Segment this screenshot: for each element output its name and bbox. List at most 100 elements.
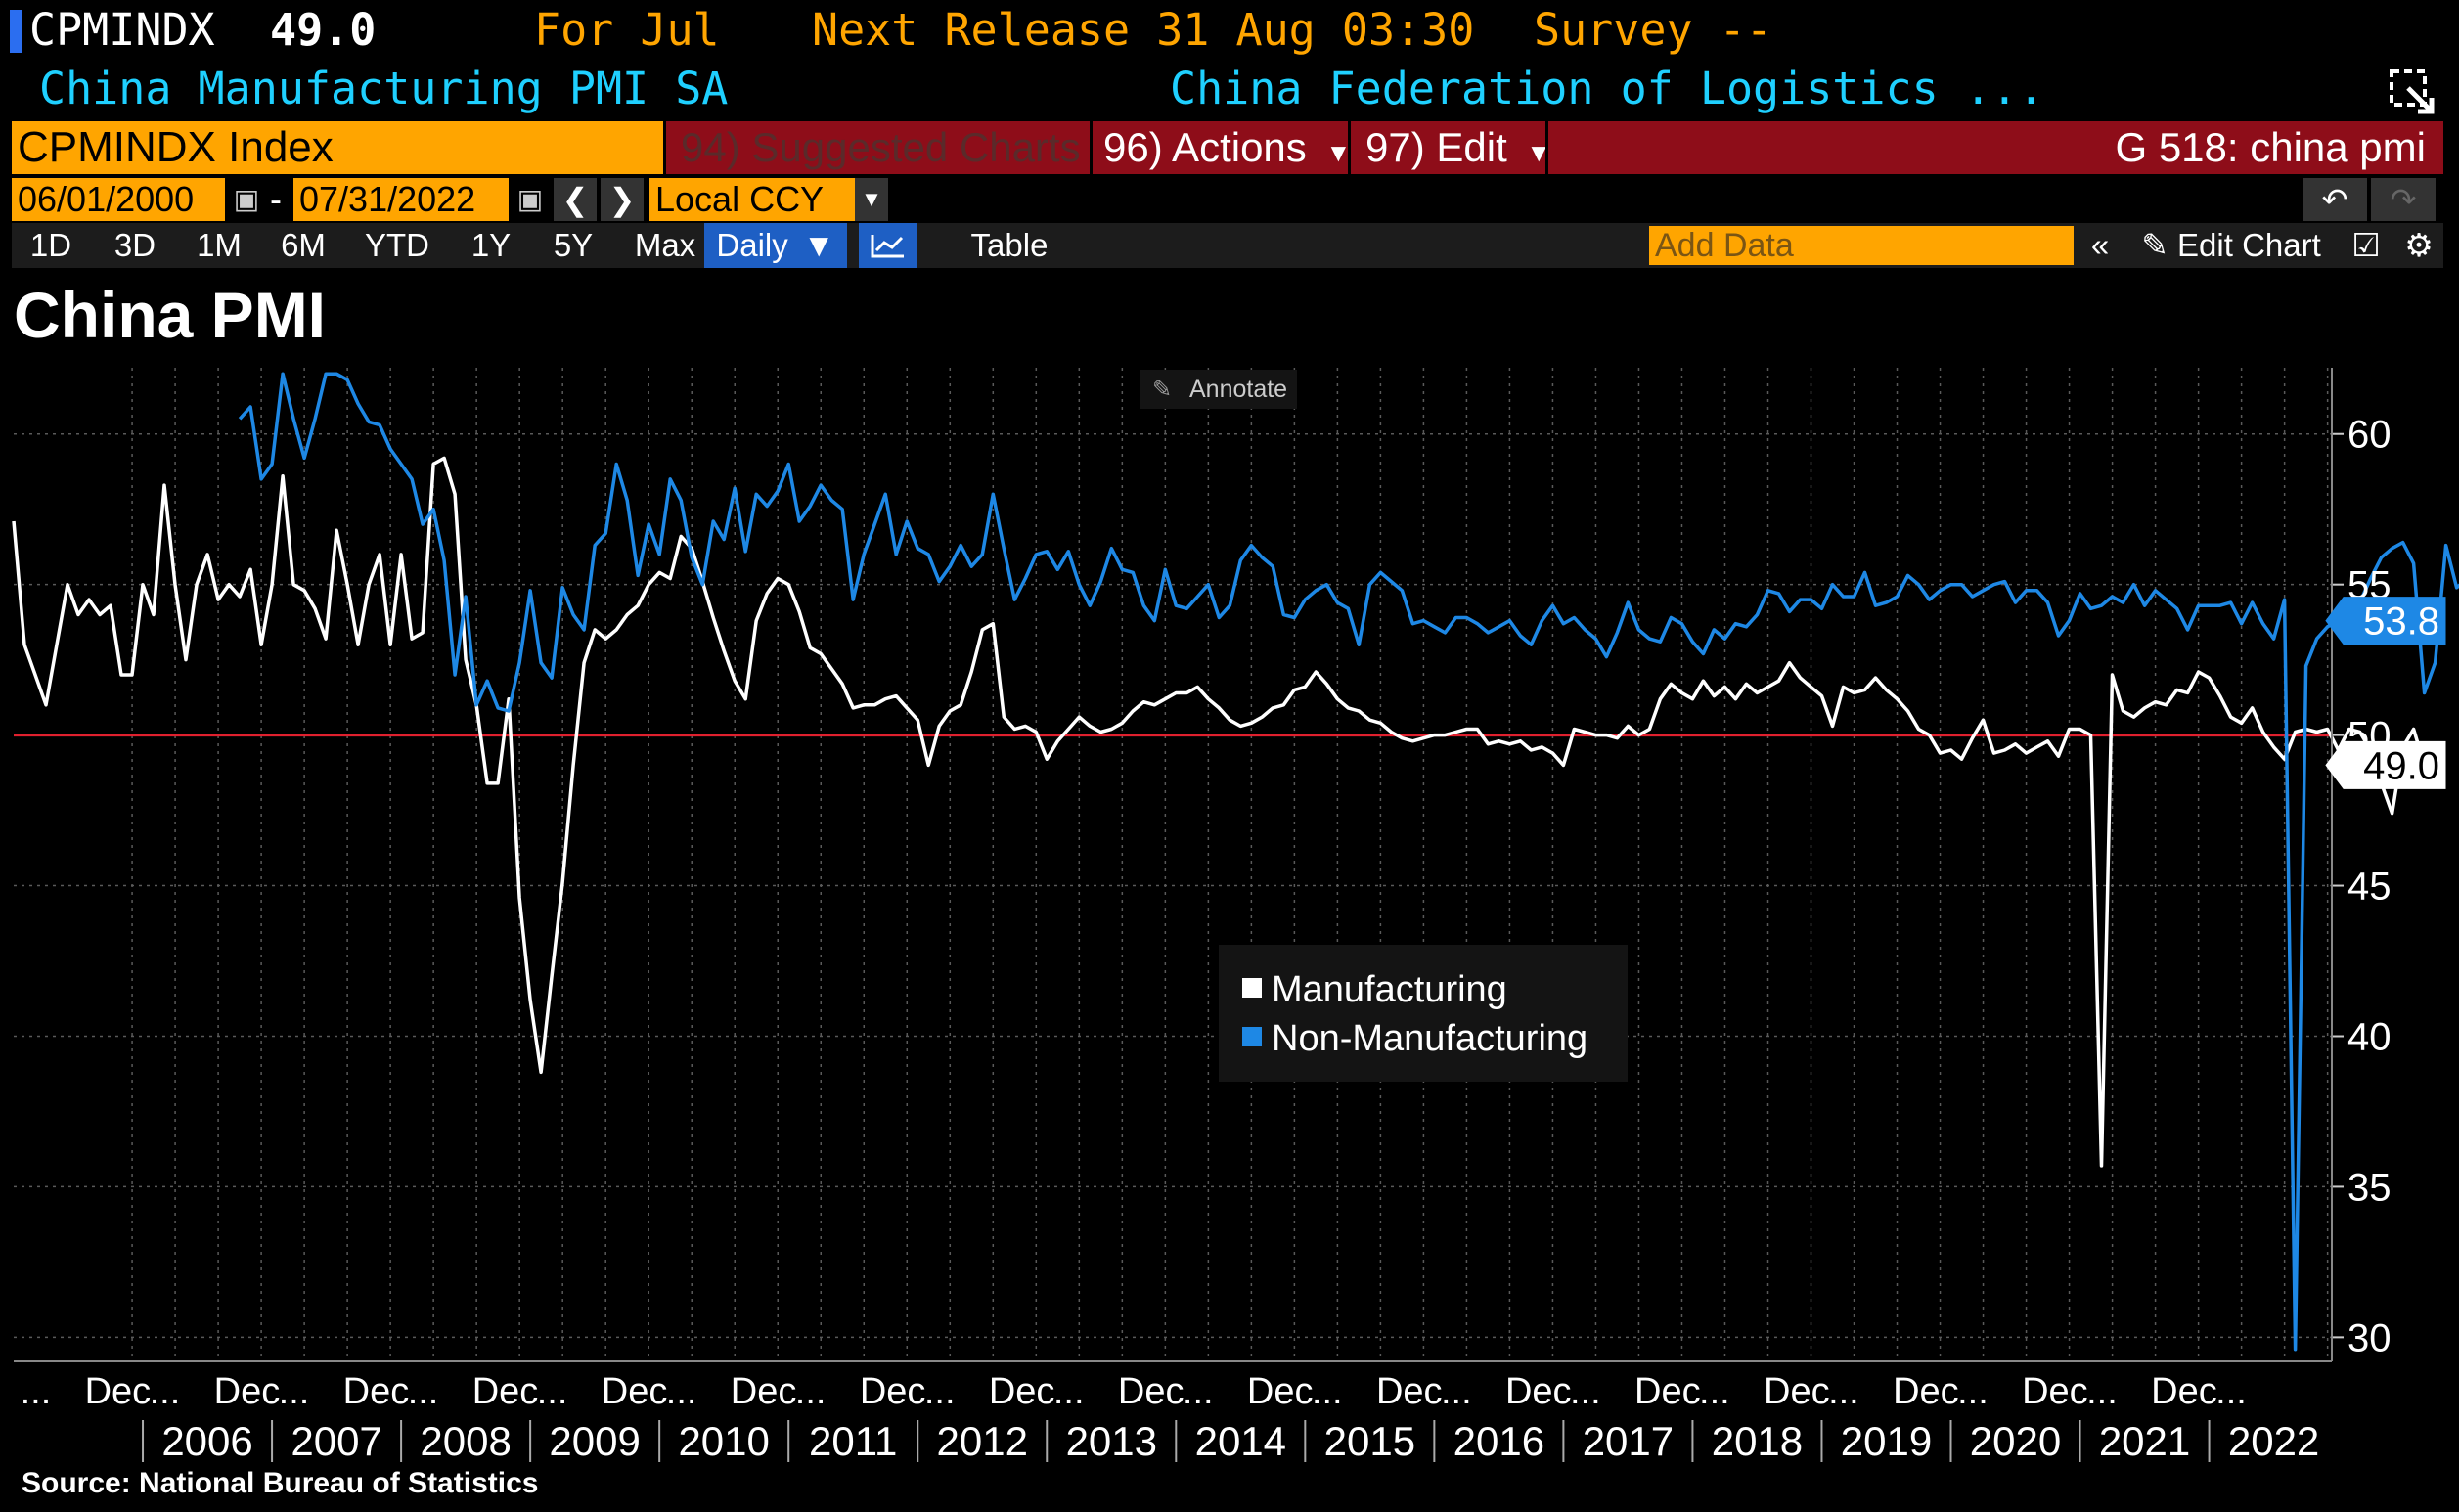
x-month-label: ... [666,1371,697,1412]
x-month-label: Dec [1376,1371,1443,1412]
x-year-label: 2012 [937,1418,1028,1464]
y-tick-label: 45 [2347,866,2392,909]
y-tick-label: 40 [2347,1015,2392,1058]
add-data-input[interactable] [1649,226,2074,265]
last-label-manufacturing-box [2325,740,2446,789]
range-button-ytd[interactable]: YTD [365,227,429,263]
survey-label: Survey -- [1534,4,1772,56]
x-year-label: 2008 [420,1418,511,1464]
x-year-label: 2020 [1970,1418,2061,1464]
x-month-label: ... [21,1371,52,1412]
gear-icon[interactable]: ⚙ [2404,227,2434,263]
edit-chart-button[interactable]: ✎ Edit Chart [2128,223,2334,268]
x-year-label: 2017 [1583,1418,1674,1464]
pencil-icon: ✎ [1152,377,1172,403]
x-month-label: ... [1828,1371,1859,1412]
x-month-label: ... [1570,1371,1601,1412]
series-line-manufacturing [12,456,2427,1168]
date-dash: - [270,179,282,219]
prev-period-button[interactable]: ❮ [554,178,597,221]
x-year-label: 2014 [1195,1418,1286,1464]
x-year-label: 2010 [678,1418,769,1464]
x-month-label: ... [408,1371,439,1412]
last-label-non-manufacturing: 53.8 [2363,600,2439,644]
x-month-label: Dec [1634,1371,1701,1412]
annotate-button[interactable]: ✎ Annotate [1140,370,1297,409]
edit-label: 97) Edit [1365,124,1507,170]
x-month-label: Dec [860,1371,926,1412]
x-year-label: 2009 [549,1418,640,1464]
x-month-label: Dec [989,1371,1055,1412]
x-year-label: 2019 [1841,1418,1932,1464]
range-button-max[interactable]: Max [634,227,696,263]
legend-label-non-manufacturing: Non-Manufacturing [1272,1018,1587,1059]
x-month-label: Dec [602,1371,668,1412]
x-month-label: Dec [472,1371,539,1412]
currency-select[interactable]: Local CCY [649,178,857,221]
next-period-button[interactable]: ❯ [601,178,644,221]
next-release-label: Next Release 31 Aug 03:30 [812,4,1475,56]
calendar-icon[interactable]: ▣ [227,178,266,221]
x-year-label: 2007 [291,1418,381,1464]
pencil-icon: ✎ [2141,227,2168,263]
range-button-1m[interactable]: 1M [197,227,242,263]
x-month-label: Dec [1764,1371,1830,1412]
range-button-1d[interactable]: 1D [29,227,72,263]
range-button-5y[interactable]: 5Y [553,227,594,263]
last-value: 49.0 [270,4,377,56]
x-month-label: Dec [1893,1371,1959,1412]
suggested-charts-button[interactable]: 94) Suggested Charts [681,124,1081,170]
legend-swatch-non-manufacturing [1242,1027,1262,1046]
x-month-label: Dec [1118,1371,1185,1412]
x-month-label: Dec [214,1371,281,1412]
x-month-label: ... [1441,1371,1472,1412]
range-button-6m[interactable]: 6M [281,227,326,263]
x-month-label: Dec [1505,1371,1572,1412]
x-month-label: Dec [2151,1371,2217,1412]
calendar-icon[interactable]: ▣ [511,178,550,221]
x-month-label: ... [924,1371,956,1412]
last-value-labels: 53.8 49.0 [2325,597,2446,789]
undo-icon[interactable]: ↶ [2303,178,2367,221]
x-month-label: ... [1312,1371,1343,1412]
source-org-label: China Federation of Logistics ... [1170,63,2045,114]
collapse-icon[interactable]: « [2090,227,2110,263]
redo-icon[interactable]: ↷ [2371,178,2436,221]
chart-settings-icon[interactable]: ☑ [2351,227,2381,263]
x-year-label: 2016 [1453,1418,1544,1464]
ticker-label[interactable]: CPMINDX [29,4,215,56]
range-button-1y[interactable]: 1Y [470,227,512,263]
legend: Manufacturing Non-Manufacturing [1219,945,1628,1082]
date-range-row: 06/01/2000 ▣ - 07/31/2022 ▣ ❮ ❯ Local CC… [12,178,2443,221]
x-month-label: ... [2215,1371,2247,1412]
edit-chart-label: Edit Chart [2177,227,2321,263]
actions-label: 96) Actions [1103,124,1307,170]
end-date-field[interactable]: 07/31/2022 [293,178,509,221]
range-button-3d[interactable]: 3D [113,227,156,263]
chevron-down-icon[interactable]: ▼ [855,178,888,221]
security-input[interactable]: CPMINDX Index [12,121,663,174]
legend-box [1219,945,1628,1082]
x-year-label: 2006 [161,1418,252,1464]
chevron-down-icon: ▼ [802,227,835,263]
x-month-label: ... [279,1371,310,1412]
y-tick-label: 60 [2347,414,2392,457]
x-month-label: ... [795,1371,827,1412]
frequency-label: Daily [716,227,788,263]
x-month-label: Dec [1247,1371,1314,1412]
frequency-select[interactable]: Daily ▼ [704,223,847,268]
x-month-label: ... [1183,1371,1214,1412]
table-button[interactable]: Table [970,227,1049,263]
start-date-field[interactable]: 06/01/2000 [12,178,225,221]
legend-swatch-manufacturing [1242,978,1262,998]
x-month-label: Dec [2022,1371,2088,1412]
actions-menu[interactable]: 96) Actions ▼ [1103,121,1351,174]
x-month-label: ... [1699,1371,1730,1412]
line-chart-icon[interactable] [859,223,917,268]
popout-icon[interactable] [2387,67,2439,119]
annotate-label: Annotate [1189,376,1287,403]
description-label: China Manufacturing PMI SA [39,63,729,114]
period-label: For Jul [534,4,720,56]
